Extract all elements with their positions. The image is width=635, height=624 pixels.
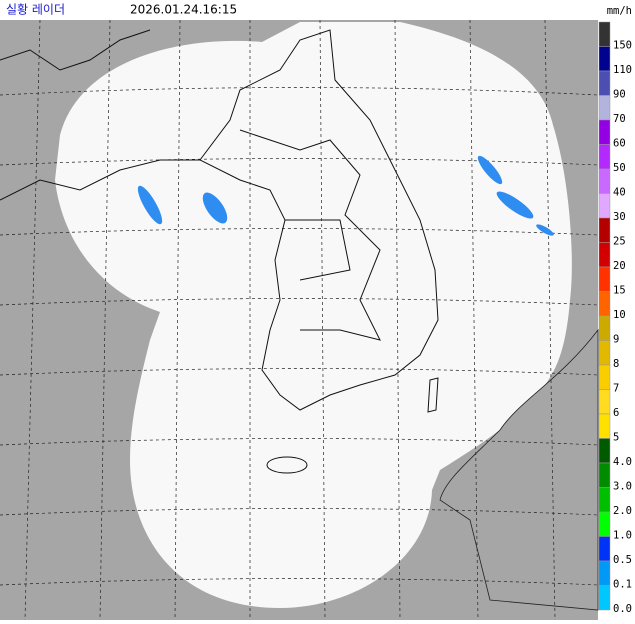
- legend-label: 60: [613, 137, 626, 149]
- legend-swatch: [598, 168, 611, 194]
- legend-swatch: [598, 511, 611, 537]
- legend-swatch: [598, 46, 611, 72]
- legend-label: 0.0: [613, 603, 632, 615]
- legend-label: 2.0: [613, 505, 632, 517]
- legend-label: 50: [613, 162, 626, 174]
- timestamp: 2026.01.24.16:15: [130, 3, 237, 17]
- legend-swatch: [598, 193, 611, 219]
- legend-label: 1.0: [613, 529, 632, 541]
- coastline: [0, 29, 439, 474]
- legend-swatch: [598, 487, 611, 513]
- legend-label: 15: [613, 284, 626, 296]
- legend-swatch: [598, 536, 611, 562]
- legend-swatch: [598, 462, 611, 488]
- legend-label: 110: [613, 64, 632, 76]
- legend-swatch: [598, 438, 611, 464]
- legend-swatch: [598, 95, 611, 121]
- legend-label: 25: [613, 235, 626, 247]
- legend-swatch: [598, 266, 611, 292]
- radar-echoes: [137, 155, 554, 236]
- legend-swatch: [598, 315, 611, 341]
- legend-swatch: [598, 560, 611, 586]
- legend-label: 20: [613, 260, 626, 272]
- legend-swatch: [598, 144, 611, 170]
- legend-swatch: [598, 242, 611, 268]
- legend-label: 70: [613, 113, 626, 125]
- legend-label: 10: [613, 309, 626, 321]
- grid: [0, 19, 599, 621]
- unit: mm/h: [607, 5, 632, 17]
- legend-swatch: [598, 585, 611, 611]
- legend-swatch: [598, 70, 611, 96]
- legend-label: 40: [613, 186, 626, 198]
- legend: 150 110 90 70 60 50 40 30 25 20 15 10 9 8 7 6 5 4.0 3.0 2.0…: [598, 21, 632, 615]
- title: 실황 레이더: [6, 3, 65, 17]
- legend-label: 0.1: [613, 578, 632, 590]
- legend-label: 6: [613, 407, 619, 419]
- legend-label: 3.0: [613, 480, 632, 492]
- legend-swatch: [598, 364, 611, 390]
- legend-swatch: [598, 291, 611, 317]
- legend-label: 4.0: [613, 456, 632, 468]
- legend-label: 30: [613, 211, 626, 223]
- legend-swatch: [598, 119, 611, 145]
- legend-swatch: [598, 21, 611, 47]
- map: [0, 19, 599, 621]
- legend-label: 150: [613, 39, 632, 51]
- legend-label: 8: [613, 358, 619, 370]
- legend-label: 0.5: [613, 554, 632, 566]
- radar-coverage: [55, 22, 572, 608]
- legend-swatch: [598, 389, 611, 415]
- legend-label: 5: [613, 431, 619, 443]
- legend-label: 7: [613, 382, 619, 394]
- legend-swatch: [598, 413, 611, 439]
- legend-swatch: [598, 217, 611, 243]
- legend-label: 9: [613, 333, 619, 345]
- japan-land: [439, 328, 599, 611]
- legend-label: 90: [613, 88, 626, 100]
- legend-swatch: [598, 340, 611, 366]
